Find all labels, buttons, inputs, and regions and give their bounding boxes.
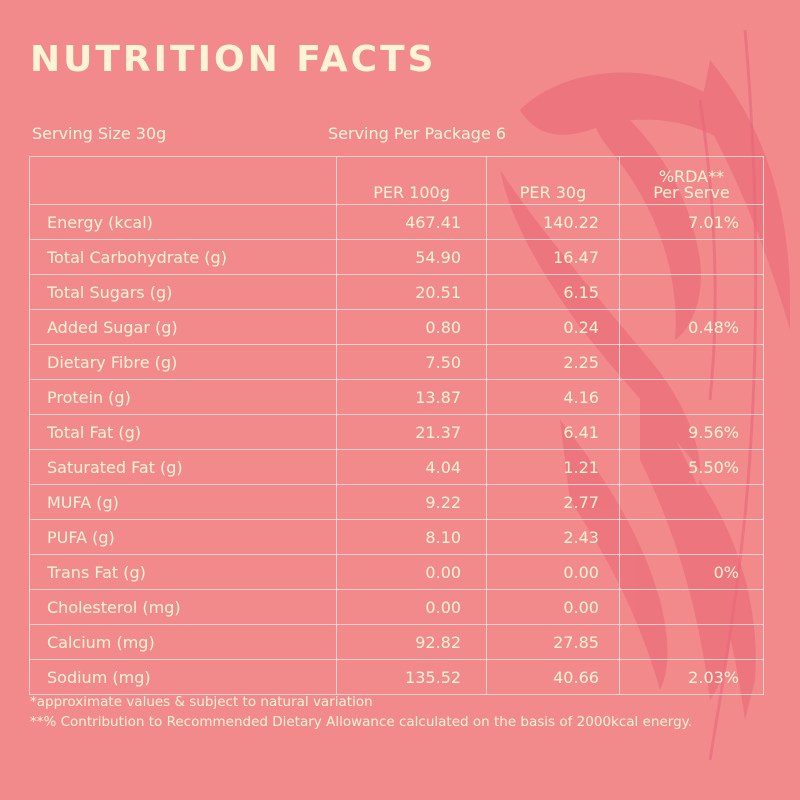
table-row: Protein (g) 13.87 4.16 bbox=[29, 379, 765, 415]
value-per-100g: 0.00 bbox=[335, 589, 488, 625]
value-per-100g: 54.90 bbox=[335, 239, 488, 275]
nutrient-name: Total Fat (g) bbox=[29, 414, 337, 450]
value-per-100g: 0.80 bbox=[335, 309, 488, 345]
page-title: NUTRITION FACTS bbox=[30, 39, 437, 80]
value-per-30g: 2.77 bbox=[486, 484, 620, 520]
nutrient-name: Dietary Fibre (g) bbox=[29, 344, 337, 380]
nutrient-name: Saturated Fat (g) bbox=[29, 449, 337, 485]
header-rda-line2: Per Serve bbox=[653, 183, 730, 202]
value-per-100g: 7.50 bbox=[335, 344, 488, 380]
value-rda: 5.50% bbox=[618, 449, 765, 485]
value-per-30g: 140.22 bbox=[486, 204, 620, 240]
nutrient-name: Cholesterol (mg) bbox=[29, 589, 337, 625]
table-row: Cholesterol (mg) 0.00 0.00 bbox=[29, 589, 765, 625]
footnote-rda: **% Contribution to Recommended Dietary … bbox=[30, 714, 693, 730]
value-per-100g: 467.41 bbox=[335, 204, 488, 240]
header-nutrient bbox=[29, 156, 337, 205]
value-rda: 2.03% bbox=[618, 659, 765, 695]
value-rda bbox=[618, 519, 765, 555]
value-per-100g: 9.22 bbox=[335, 484, 488, 520]
table-row: Calcium (mg) 92.82 27.85 bbox=[29, 624, 765, 660]
table-row: PUFA (g) 8.10 2.43 bbox=[29, 519, 765, 555]
value-per-100g: 13.87 bbox=[335, 379, 488, 415]
header-rda-line1: %RDA** bbox=[658, 167, 725, 186]
value-per-30g: 0.24 bbox=[486, 309, 620, 345]
header-rda: %RDA** Per Serve bbox=[618, 156, 765, 205]
table-row: Saturated Fat (g) 4.04 1.21 5.50% bbox=[29, 449, 765, 485]
value-per-30g: 16.47 bbox=[486, 239, 620, 275]
value-per-100g: 21.37 bbox=[335, 414, 488, 450]
value-per-100g: 0.00 bbox=[335, 554, 488, 590]
table-row: Dietary Fibre (g) 7.50 2.25 bbox=[29, 344, 765, 380]
value-rda: 0% bbox=[618, 554, 765, 590]
nutrient-name: Added Sugar (g) bbox=[29, 309, 337, 345]
table-row: MUFA (g) 9.22 2.77 bbox=[29, 484, 765, 520]
value-rda bbox=[618, 344, 765, 380]
value-per-100g: 4.04 bbox=[335, 449, 488, 485]
nutrient-name: PUFA (g) bbox=[29, 519, 337, 555]
value-rda: 0.48% bbox=[618, 309, 765, 345]
value-per-30g: 2.43 bbox=[486, 519, 620, 555]
value-rda: 7.01% bbox=[618, 204, 765, 240]
nutrient-name: Calcium (mg) bbox=[29, 624, 337, 660]
nutrient-name: MUFA (g) bbox=[29, 484, 337, 520]
value-rda bbox=[618, 274, 765, 310]
value-per-30g: 2.25 bbox=[486, 344, 620, 380]
table-row: Energy (kcal) 467.41 140.22 7.01% bbox=[29, 204, 765, 240]
nutrient-name: Trans Fat (g) bbox=[29, 554, 337, 590]
serving-per-package: Serving Per Package 6 bbox=[328, 124, 507, 143]
table-header-row: PER 100g PER 30g %RDA** Per Serve bbox=[29, 156, 765, 205]
value-per-30g: 0.00 bbox=[486, 589, 620, 625]
value-per-100g: 20.51 bbox=[335, 274, 488, 310]
value-rda bbox=[618, 624, 765, 660]
serving-size: Serving Size 30g bbox=[32, 124, 167, 143]
value-per-100g: 92.82 bbox=[335, 624, 488, 660]
value-rda bbox=[618, 379, 765, 415]
value-per-100g: 8.10 bbox=[335, 519, 488, 555]
header-per-30g: PER 30g bbox=[486, 156, 620, 205]
nutrient-name: Energy (kcal) bbox=[29, 204, 337, 240]
nutrient-name: Sodium (mg) bbox=[29, 659, 337, 695]
footnote-approximate: *approximate values & subject to natural… bbox=[30, 694, 373, 710]
value-per-30g: 0.00 bbox=[486, 554, 620, 590]
value-per-30g: 40.66 bbox=[486, 659, 620, 695]
header-per-100g: PER 100g bbox=[335, 156, 488, 205]
value-per-30g: 6.15 bbox=[486, 274, 620, 310]
table-row: Total Sugars (g) 20.51 6.15 bbox=[29, 274, 765, 310]
value-per-30g: 1.21 bbox=[486, 449, 620, 485]
table-row: Sodium (mg) 135.52 40.66 2.03% bbox=[29, 659, 765, 695]
value-per-30g: 27.85 bbox=[486, 624, 620, 660]
nutrition-table: PER 100g PER 30g %RDA** Per Serve Energy… bbox=[29, 156, 765, 695]
table-row: Added Sugar (g) 0.80 0.24 0.48% bbox=[29, 309, 765, 345]
nutrient-name: Total Carbohydrate (g) bbox=[29, 239, 337, 275]
value-per-30g: 6.41 bbox=[486, 414, 620, 450]
value-rda bbox=[618, 484, 765, 520]
nutrient-name: Protein (g) bbox=[29, 379, 337, 415]
value-per-30g: 4.16 bbox=[486, 379, 620, 415]
value-rda: 9.56% bbox=[618, 414, 765, 450]
nutrient-name: Total Sugars (g) bbox=[29, 274, 337, 310]
table-row: Trans Fat (g) 0.00 0.00 0% bbox=[29, 554, 765, 590]
value-rda bbox=[618, 589, 765, 625]
table-row: Total Carbohydrate (g) 54.90 16.47 bbox=[29, 239, 765, 275]
table-row: Total Fat (g) 21.37 6.41 9.56% bbox=[29, 414, 765, 450]
value-rda bbox=[618, 239, 765, 275]
value-per-100g: 135.52 bbox=[335, 659, 488, 695]
